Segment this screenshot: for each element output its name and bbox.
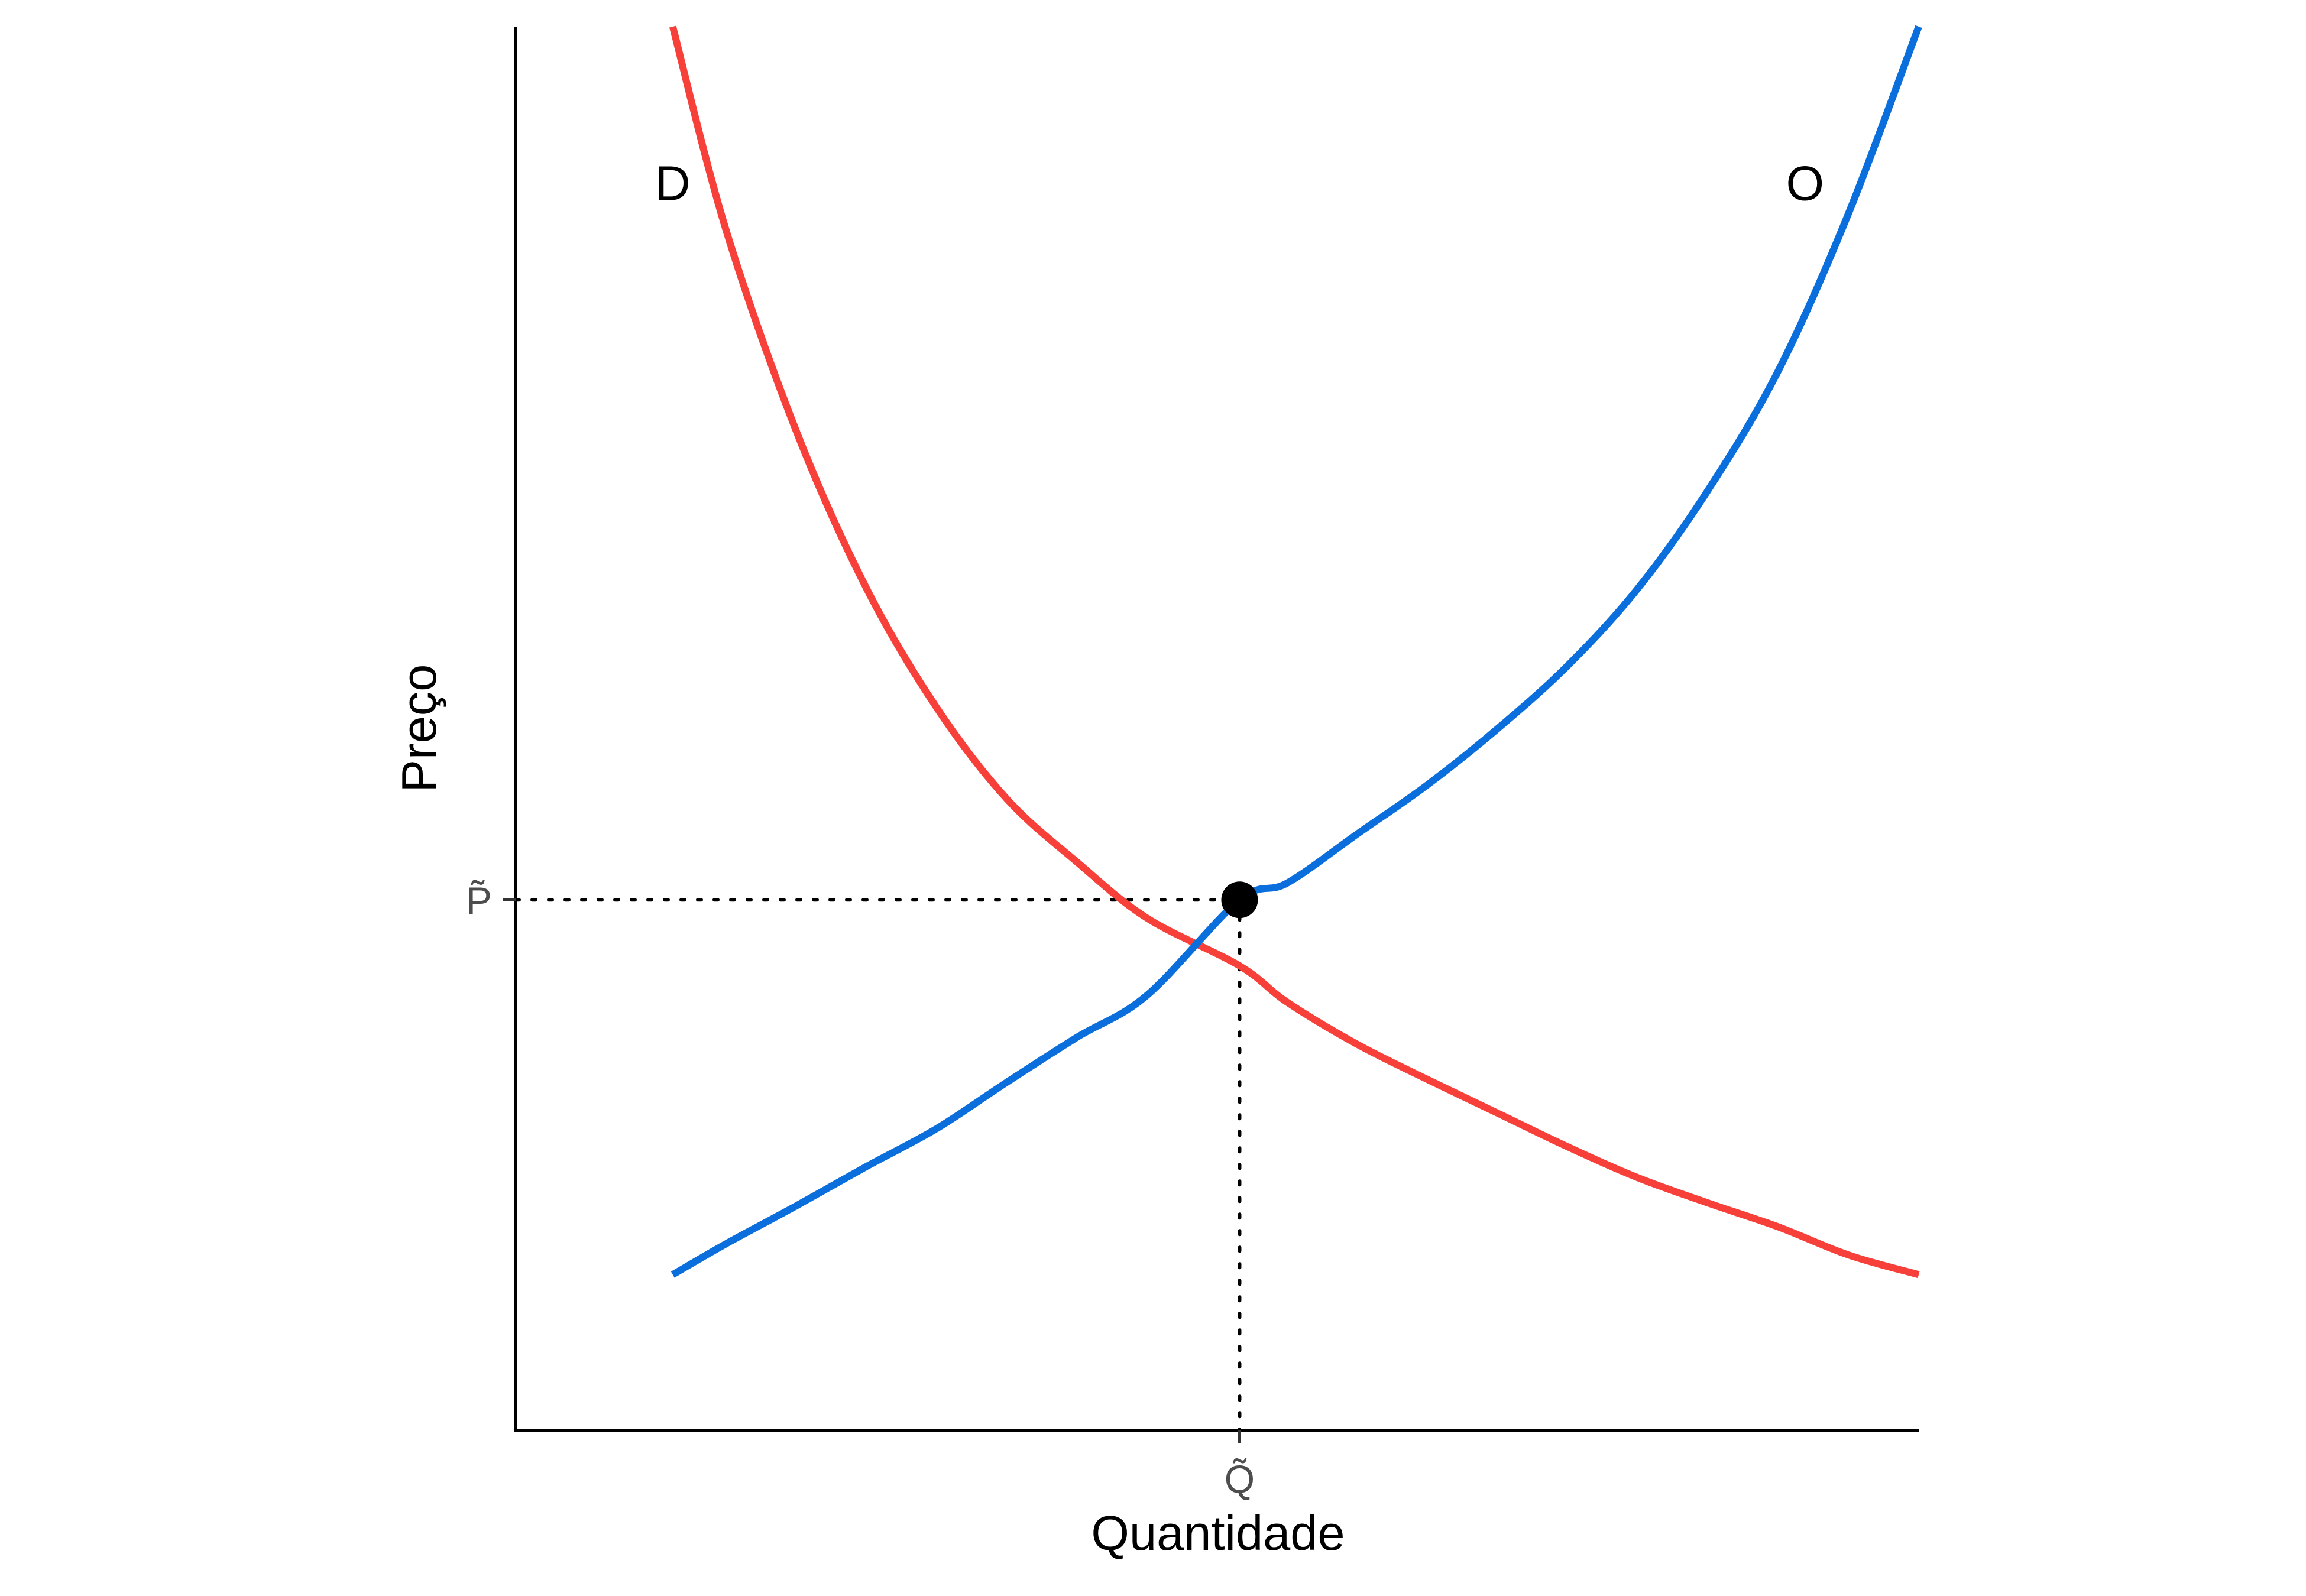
demand-curve: [669, 25, 1920, 1279]
equilibrium-guides: [514, 898, 1242, 1432]
y-axis-title: Preço: [391, 664, 446, 793]
x-axis-title: Quantidade: [1091, 1506, 1345, 1561]
supply-label: O: [1786, 156, 1825, 211]
series-layer: [669, 25, 1922, 1279]
ticks: Q̃ P̃: [466, 878, 1255, 1501]
demand-label: D: [655, 156, 691, 211]
axes: [514, 27, 1919, 1432]
x-tick-label: Q̃: [1225, 1457, 1255, 1501]
supply-curve: [671, 25, 1922, 1278]
y-tick-label: P̃: [466, 878, 492, 922]
equilibrium-point: [1221, 881, 1258, 919]
